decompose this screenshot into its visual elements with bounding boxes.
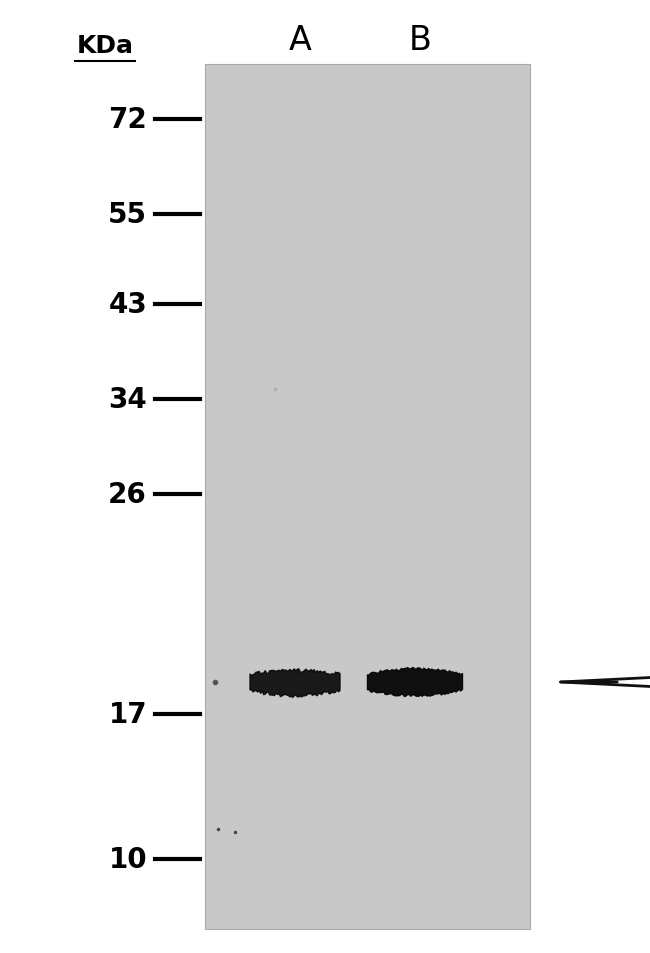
Text: 43: 43 xyxy=(109,291,147,318)
Polygon shape xyxy=(367,668,463,697)
Text: 17: 17 xyxy=(109,700,147,728)
Text: 26: 26 xyxy=(109,480,147,509)
Text: 55: 55 xyxy=(108,201,147,229)
Text: A: A xyxy=(289,24,311,56)
Text: B: B xyxy=(409,24,432,56)
Text: 34: 34 xyxy=(109,386,147,414)
Text: 10: 10 xyxy=(109,845,147,873)
Polygon shape xyxy=(250,669,340,698)
Bar xyxy=(205,65,530,929)
Text: KDa: KDa xyxy=(77,34,133,58)
Text: 72: 72 xyxy=(109,106,147,133)
